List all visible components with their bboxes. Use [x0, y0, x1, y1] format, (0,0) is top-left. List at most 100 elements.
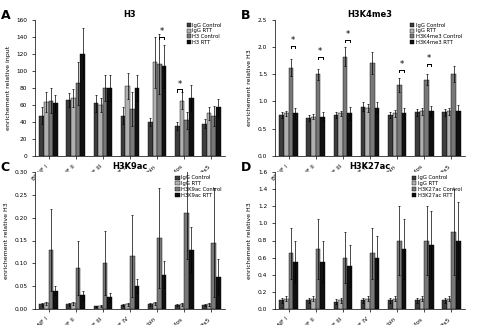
Bar	[420, 111, 424, 156]
Bar	[293, 113, 298, 156]
Legend: IgG Control, IgG RTT, H3K9ac Control, H3K9ac RTT: IgG Control, IgG RTT, H3K9ac Control, H3…	[175, 175, 222, 198]
Bar	[338, 113, 343, 156]
Bar	[207, 113, 212, 156]
Y-axis label: enrichement relative H3: enrichement relative H3	[248, 202, 252, 279]
Bar	[157, 238, 162, 309]
Bar	[348, 113, 352, 156]
Bar	[162, 66, 166, 156]
Bar	[316, 74, 320, 156]
Bar	[306, 300, 311, 309]
Bar	[429, 111, 434, 156]
Bar	[402, 249, 406, 309]
Bar	[402, 113, 406, 156]
Bar	[76, 268, 80, 309]
Bar	[216, 277, 220, 309]
Bar	[415, 112, 420, 156]
Bar	[343, 57, 347, 156]
Bar	[293, 262, 298, 309]
Bar	[392, 113, 397, 156]
Bar	[71, 303, 76, 309]
Y-axis label: enrichement relative H3: enrichement relative H3	[248, 49, 252, 126]
Bar	[343, 257, 347, 309]
Bar	[134, 286, 139, 309]
Bar	[311, 117, 316, 156]
Bar	[288, 68, 293, 156]
Bar	[40, 116, 44, 156]
Bar	[456, 240, 460, 309]
Text: *: *	[160, 27, 164, 36]
Bar	[126, 86, 130, 156]
Bar	[370, 63, 374, 156]
Bar	[48, 100, 53, 156]
Bar	[348, 266, 352, 309]
Legend: IgG Control, IgG RTT, H3 Control, H3 RTT: IgG Control, IgG RTT, H3 Control, H3 RTT	[186, 22, 222, 46]
Bar	[397, 240, 402, 309]
Bar	[447, 298, 452, 309]
Bar	[456, 111, 460, 156]
Bar	[320, 262, 325, 309]
Bar	[134, 88, 139, 156]
Title: H3K9ac: H3K9ac	[112, 162, 148, 172]
Text: *: *	[400, 60, 404, 69]
Bar	[366, 298, 370, 309]
Bar	[420, 298, 424, 309]
Bar	[280, 115, 284, 156]
Bar	[316, 249, 320, 309]
Bar	[175, 305, 180, 309]
Bar	[366, 108, 370, 156]
Bar	[212, 116, 216, 156]
Bar	[361, 300, 366, 309]
Bar	[103, 263, 108, 309]
Bar	[44, 102, 48, 156]
Text: C: C	[1, 161, 10, 174]
Y-axis label: enrichement relative input: enrichement relative input	[6, 46, 10, 130]
Bar	[374, 108, 379, 156]
Bar	[184, 213, 189, 309]
Bar	[71, 98, 76, 156]
Bar	[216, 107, 220, 156]
Bar	[98, 306, 103, 309]
Bar	[80, 54, 85, 156]
Bar	[415, 300, 420, 309]
Bar	[66, 304, 71, 309]
Y-axis label: enrichement relative H3: enrichement relative H3	[4, 202, 8, 279]
Bar	[121, 305, 126, 309]
Bar	[130, 256, 134, 309]
Bar	[452, 74, 456, 156]
Title: H3: H3	[124, 10, 136, 19]
Bar	[334, 302, 338, 309]
Text: *: *	[178, 80, 182, 89]
Bar	[152, 303, 157, 309]
Bar	[429, 245, 434, 309]
Bar	[148, 122, 152, 156]
Bar	[306, 118, 311, 156]
Text: *: *	[427, 54, 431, 63]
Bar	[288, 253, 293, 309]
Bar	[180, 100, 184, 156]
Bar	[76, 84, 80, 156]
Text: *: *	[291, 36, 296, 45]
Bar	[452, 232, 456, 309]
Bar	[320, 117, 325, 156]
Bar	[424, 240, 429, 309]
Bar	[175, 126, 180, 156]
Bar	[48, 250, 53, 309]
Bar	[424, 80, 429, 156]
Bar	[388, 115, 392, 156]
Bar	[189, 250, 194, 309]
Title: H3K4me3: H3K4me3	[348, 10, 393, 19]
Text: B: B	[241, 8, 250, 21]
Bar	[370, 253, 374, 309]
Bar	[284, 298, 288, 309]
Bar	[338, 300, 343, 309]
Bar	[130, 109, 134, 156]
Bar	[103, 88, 108, 156]
Bar	[207, 304, 212, 309]
Bar	[66, 100, 71, 156]
Bar	[94, 103, 98, 156]
Bar	[334, 115, 338, 156]
Title: H3K27ac: H3K27ac	[350, 162, 391, 172]
Bar	[180, 304, 184, 309]
Text: D: D	[241, 161, 251, 174]
Bar	[53, 291, 58, 309]
